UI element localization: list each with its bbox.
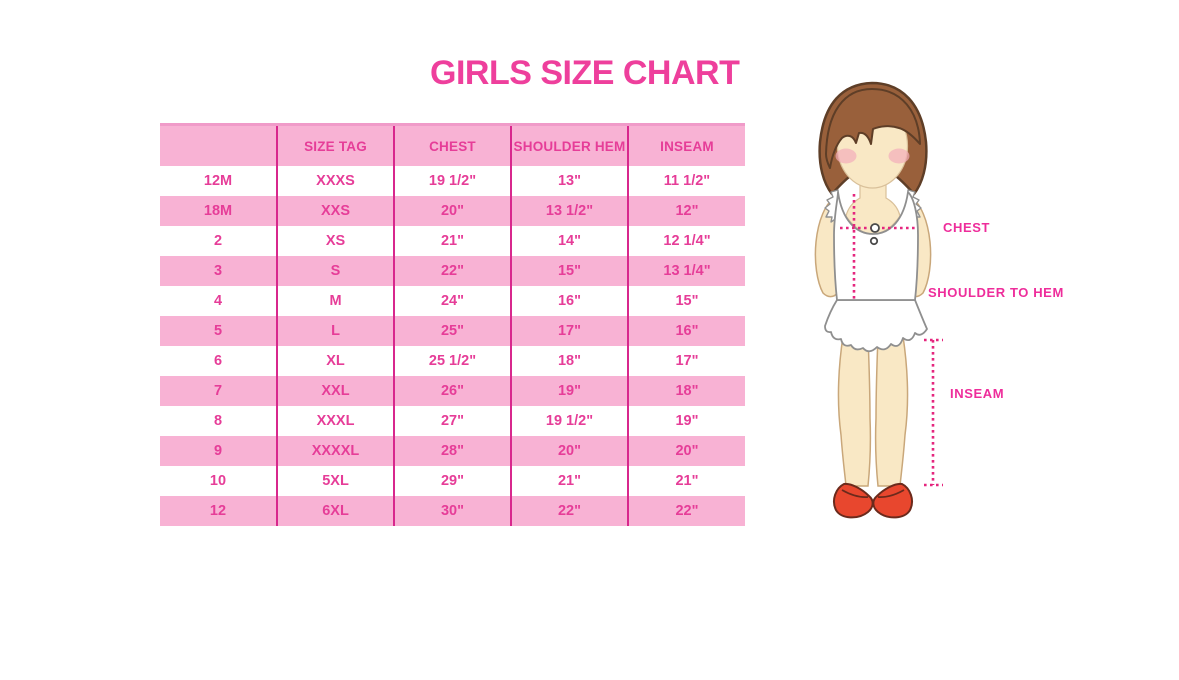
table-cell: 22" — [393, 256, 511, 286]
header-cell-size — [160, 124, 277, 166]
table-cell: 20" — [510, 436, 628, 466]
top-button-2 — [869, 236, 879, 246]
table-cell: 8 — [160, 406, 277, 436]
header-cell-inseam: INSEAM — [627, 124, 745, 166]
shoulder-to-hem-label: SHOULDER TO HEM — [928, 285, 1064, 300]
table-cell: 20" — [627, 436, 745, 466]
table-row: 18M XXS 20" 13 1/2" 12" — [160, 196, 745, 226]
left-shoe-strap — [841, 489, 869, 499]
table-cell: 12 1/4" — [627, 226, 745, 256]
table-cell: 10 — [160, 466, 277, 496]
table-cell: XXS — [276, 196, 394, 226]
table-row: 8 XXXL 27" 19 1/2" 19" — [160, 406, 745, 436]
header-cell-shoulder-hem: SHOULDER HEM — [510, 124, 628, 166]
table-cell: 19" — [510, 376, 628, 406]
table-cell: 15" — [510, 256, 628, 286]
table-cell: 13 1/4" — [627, 256, 745, 286]
table-row: 3 S 22" 15" 13 1/4" — [160, 256, 745, 286]
table-cell: 16" — [627, 316, 745, 346]
table-cell: 12M — [160, 166, 277, 196]
table-cell: XXXS — [276, 166, 394, 196]
table-cell: 15" — [627, 286, 745, 316]
girl-figure-drawing — [814, 81, 943, 519]
table-row: 5 L 25" 17" 16" — [160, 316, 745, 346]
table-cell: 16" — [510, 286, 628, 316]
table-cell: 25" — [393, 316, 511, 346]
table-cell: 5 — [160, 316, 277, 346]
table-cell: 4 — [160, 286, 277, 316]
table-cell: XL — [276, 346, 394, 376]
table-cell: 14" — [510, 226, 628, 256]
top-button-1 — [870, 223, 880, 233]
table-cell: 18" — [510, 346, 628, 376]
table-row: 9 XXXXL 28" 20" 20" — [160, 436, 745, 466]
table-cell: XXXL — [276, 406, 394, 436]
blush-right — [888, 148, 910, 164]
table-cell: 2 — [160, 226, 277, 256]
right-leg — [874, 335, 909, 487]
table-cell: 3 — [160, 256, 277, 286]
table-row: 4 M 24" 16" 15" — [160, 286, 745, 316]
table-cell: S — [276, 256, 394, 286]
table-cell: XXXXL — [276, 436, 394, 466]
table-row: 12M XXXS 19 1/2" 13" 11 1/2" — [160, 166, 745, 196]
table-cell: 20" — [393, 196, 511, 226]
table-cell: 27" — [393, 406, 511, 436]
page-title: GIRLS SIZE CHART — [430, 54, 740, 92]
right-shoe-strap — [877, 489, 905, 499]
table-cell: XXL — [276, 376, 394, 406]
table-cell: 17" — [627, 346, 745, 376]
table-cell: 13" — [510, 166, 628, 196]
table-cell: 21" — [393, 226, 511, 256]
table-cell: 9 — [160, 436, 277, 466]
table-cell: 12 — [160, 496, 277, 526]
table-cell: 25 1/2" — [393, 346, 511, 376]
table-row: 2 XS 21" 14" 12 1/4" — [160, 226, 745, 256]
table-cell: XS — [276, 226, 394, 256]
header-cell-size-tag: SIZE TAG — [276, 124, 394, 166]
table-cell: 28" — [393, 436, 511, 466]
header-cell-chest: CHEST — [393, 124, 511, 166]
table-cell: 21" — [510, 466, 628, 496]
table-cell: 11 1/2" — [627, 166, 745, 196]
table-cell: 21" — [627, 466, 745, 496]
right-shoe — [872, 482, 913, 519]
table-cell: 19" — [627, 406, 745, 436]
table-cell: L — [276, 316, 394, 346]
table-row: 12 6XL 30" 22" 22" — [160, 496, 745, 526]
table-cell: 19 1/2" — [393, 166, 511, 196]
table-cell: 22" — [627, 496, 745, 526]
table-cell: 19 1/2" — [510, 406, 628, 436]
left-shoe — [833, 482, 874, 519]
table-cell: 17" — [510, 316, 628, 346]
hair-bangs — [825, 88, 921, 169]
table-cell: 6XL — [276, 496, 394, 526]
table-cell: 24" — [393, 286, 511, 316]
table-cell: 22" — [510, 496, 628, 526]
table-cell: 29" — [393, 466, 511, 496]
table-row: 10 5XL 29" 21" 21" — [160, 466, 745, 496]
table-row: 7 XXL 26" 19" 18" — [160, 376, 745, 406]
inseam-label: INSEAM — [950, 386, 1005, 401]
table-cell: 18" — [627, 376, 745, 406]
girl-measurement-illustration: CHEST SHOULDER TO HEM INSEAM — [780, 70, 1178, 580]
table-cell: 26" — [393, 376, 511, 406]
chest-label: CHEST — [943, 220, 991, 235]
table-cell: 7 — [160, 376, 277, 406]
table-cell: 6 — [160, 346, 277, 376]
ruffle-skirt — [824, 299, 928, 353]
size-table-body: 12M XXXS 19 1/2" 13" 11 1/2" 18M XXS 20" 13 1/2"… — [160, 166, 745, 526]
table-cell: 13 1/2" — [510, 196, 628, 226]
table-header-row: SIZE TAG CHEST SHOULDER HEM INSEAM — [160, 124, 745, 166]
table-cell: 30" — [393, 496, 511, 526]
table-cell: 18M — [160, 196, 277, 226]
left-leg — [837, 335, 872, 487]
size-table: SIZE TAG CHEST SHOULDER HEM INSEAM 12M XX… — [160, 123, 745, 526]
table-cell: M — [276, 286, 394, 316]
table-cell: 5XL — [276, 466, 394, 496]
blush-left — [835, 148, 857, 164]
table-row: 6 XL 25 1/2" 18" 17" — [160, 346, 745, 376]
table-cell: 12" — [627, 196, 745, 226]
